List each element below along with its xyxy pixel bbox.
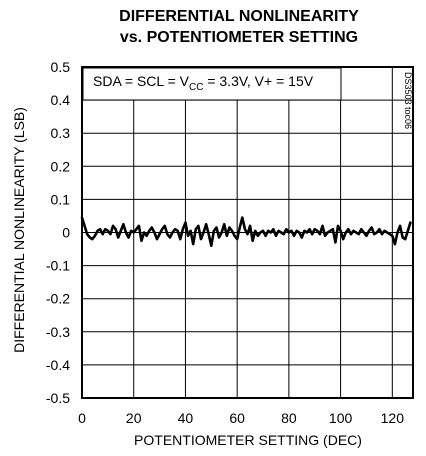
annotation-pre: SDA = SCL = V — [93, 73, 190, 89]
figure-code: DS3503 toc06 — [403, 72, 413, 129]
x-tick-label: 80 — [281, 410, 297, 426]
x-tick-label: 120 — [381, 410, 405, 426]
y-tick-label: -0.5 — [46, 390, 70, 406]
x-tick-label: 0 — [78, 410, 86, 426]
y-tick-label: 0.2 — [51, 158, 71, 174]
chart-title-line-1: DIFFERENTIAL NONLINEARITY — [119, 8, 359, 25]
y-tick-label: 0 — [62, 225, 70, 241]
y-tick-label: -0.4 — [46, 357, 70, 373]
x-tick-label: 20 — [126, 410, 142, 426]
y-tick-label: -0.2 — [46, 291, 70, 307]
x-tick-label: 60 — [229, 410, 245, 426]
y-tick-label: -0.1 — [46, 258, 70, 274]
y-tick-label: 0.1 — [51, 191, 71, 207]
y-tick-label: -0.3 — [46, 324, 70, 340]
x-axis-label: POTENTIOMETER SETTING (DEC) — [134, 432, 362, 448]
annotation-sub: CC — [189, 82, 203, 93]
annotation-post: = 3.3V, V+ = 15V — [203, 73, 313, 89]
plot-frame — [81, 66, 414, 399]
y-tick-labels: 0.5 0.4 0.3 0.2 0.1 0 -0.1 -0.2 -0.3 -0.4 -0.5 — [46, 59, 70, 406]
y-axis-label: DIFFERENTIAL NONLINEARITY (LSB) — [11, 107, 27, 353]
chart-title-line-2: vs. POTENTIOMETER SETTING — [120, 29, 358, 46]
x-tick-label: 100 — [329, 410, 353, 426]
annotation-text: SDA = SCL = VCC = 3.3V, V+ = 15V — [93, 73, 314, 93]
y-tick-label: 0.4 — [51, 92, 71, 108]
x-tick-labels: 0 20 40 60 80 100 120 — [78, 410, 404, 426]
y-tick-label: 0.5 — [51, 59, 71, 75]
series-line — [80, 216, 412, 248]
x-tick-label: 40 — [178, 410, 194, 426]
y-tick-label: 0.3 — [51, 125, 71, 141]
annotation-box — [82, 67, 342, 101]
